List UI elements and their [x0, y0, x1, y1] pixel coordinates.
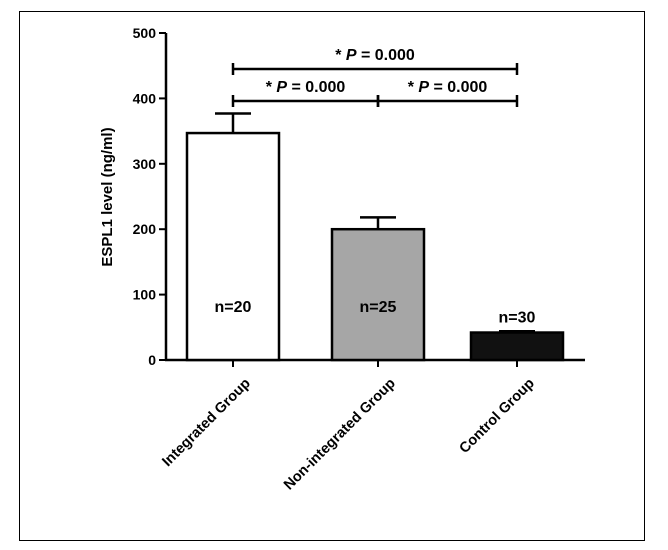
p-value-label: * P = 0.000: [266, 79, 346, 96]
sample-size-label: n=20: [215, 299, 252, 316]
p-value-label: * P = 0.000: [335, 47, 415, 64]
significance-bracket-2: * P = 0.000: [231, 79, 380, 107]
significance-brackets: * P = 0.000 * P = 0.000 * P = 0.000: [231, 47, 519, 107]
bar-2: [330, 227, 426, 362]
sample-size-labels: n=20 n=25 n=30: [215, 299, 536, 327]
bars: [185, 131, 565, 362]
y-tick-label: 400: [133, 90, 157, 106]
y-tick-label: 200: [133, 221, 157, 237]
significance-bracket-3: * P = 0.000: [376, 79, 519, 107]
y-tick-label: 300: [133, 156, 157, 172]
sample-size-label: n=30: [499, 310, 536, 327]
x-tick-label: Control Group: [456, 375, 537, 456]
bar-1: [185, 131, 281, 362]
p-value-label: * P = 0.000: [408, 79, 488, 96]
y-axis-label: ESPL1 level (ng/ml): [99, 127, 116, 266]
error-bars: [215, 112, 535, 333]
x-tick-label: Integrated Group: [159, 375, 254, 470]
significance-bracket-1: * P = 0.000: [231, 47, 519, 75]
y-tick-label: 100: [133, 287, 157, 303]
y-tick-label: 0: [148, 352, 156, 368]
bar-3: [469, 331, 565, 362]
x-tick-label: Non-integrated Group: [281, 375, 399, 493]
y-tick-label: 500: [133, 25, 157, 41]
sample-size-label: n=25: [360, 299, 397, 316]
x-tick-labels: Integrated Group Non-integrated Group Cont…: [159, 375, 538, 493]
